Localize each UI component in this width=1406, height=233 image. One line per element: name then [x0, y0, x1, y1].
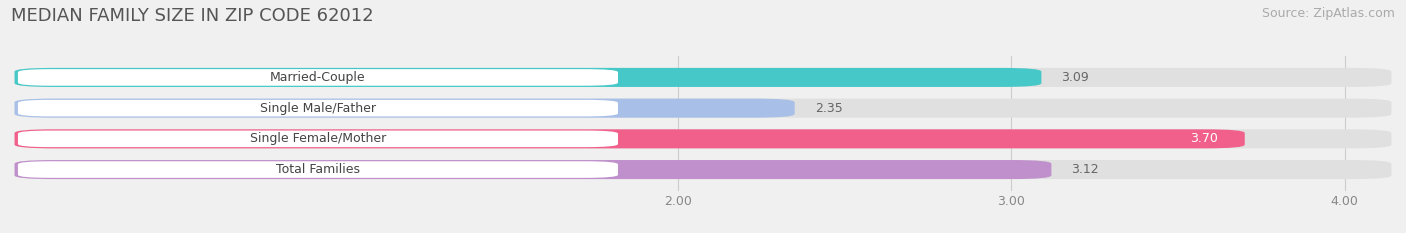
- FancyBboxPatch shape: [18, 100, 619, 116]
- FancyBboxPatch shape: [14, 129, 1244, 148]
- Text: 2.35: 2.35: [814, 102, 842, 115]
- Text: 3.70: 3.70: [1191, 132, 1218, 145]
- FancyBboxPatch shape: [14, 129, 1392, 148]
- Text: 3.12: 3.12: [1071, 163, 1099, 176]
- Text: Married-Couple: Married-Couple: [270, 71, 366, 84]
- Text: Source: ZipAtlas.com: Source: ZipAtlas.com: [1261, 7, 1395, 20]
- FancyBboxPatch shape: [18, 69, 619, 86]
- FancyBboxPatch shape: [14, 68, 1042, 87]
- FancyBboxPatch shape: [14, 99, 1392, 118]
- FancyBboxPatch shape: [14, 160, 1052, 179]
- Text: 3.09: 3.09: [1062, 71, 1090, 84]
- Text: Single Female/Mother: Single Female/Mother: [250, 132, 387, 145]
- FancyBboxPatch shape: [14, 99, 794, 118]
- Text: MEDIAN FAMILY SIZE IN ZIP CODE 62012: MEDIAN FAMILY SIZE IN ZIP CODE 62012: [11, 7, 374, 25]
- FancyBboxPatch shape: [14, 68, 1392, 87]
- Text: Single Male/Father: Single Male/Father: [260, 102, 375, 115]
- FancyBboxPatch shape: [18, 130, 619, 147]
- FancyBboxPatch shape: [14, 160, 1392, 179]
- FancyBboxPatch shape: [18, 161, 619, 178]
- Text: Total Families: Total Families: [276, 163, 360, 176]
